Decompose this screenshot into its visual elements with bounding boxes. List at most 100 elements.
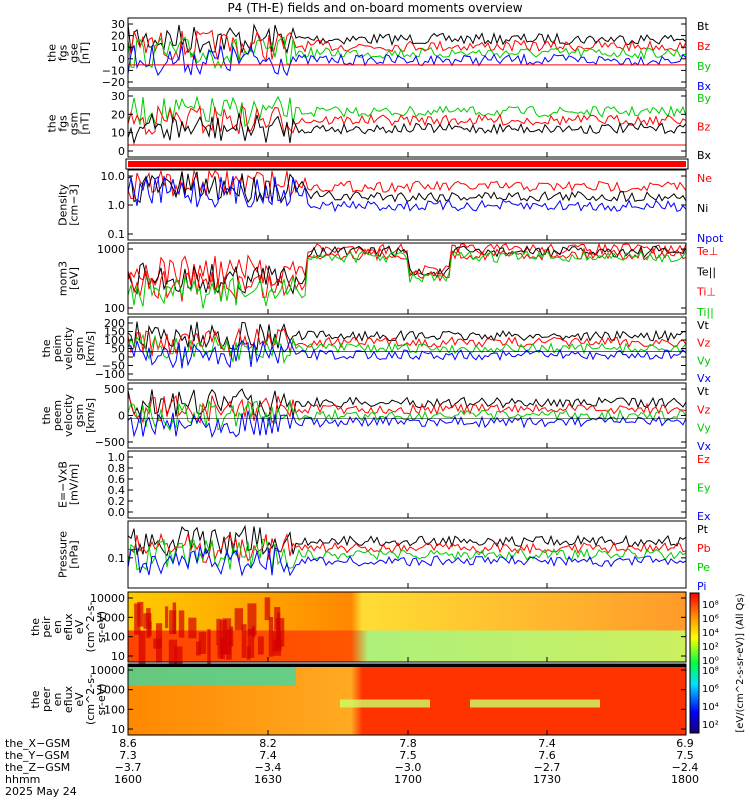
legend-entry: Vx xyxy=(697,372,712,385)
y-axis-label-line: the xyxy=(46,44,59,62)
y-tick-label: 50 xyxy=(111,343,125,356)
panel-frame xyxy=(127,450,687,519)
y-axis-label-line: velocity xyxy=(62,394,75,437)
spectrogram-cell xyxy=(195,641,201,656)
y-tick-label: 0.8 xyxy=(108,462,126,475)
footer-hhmm-label: hhmm xyxy=(5,773,41,786)
time-value: 1600 xyxy=(114,773,142,786)
spectrogram-cell xyxy=(178,610,185,638)
spectrogram-cell xyxy=(198,631,207,654)
colorbar xyxy=(689,592,700,734)
y-axis-label: Density[cm−3] xyxy=(57,184,81,226)
y-gsm-value: 7.5 xyxy=(676,749,694,762)
y-tick-label: 0.4 xyxy=(108,484,126,497)
legend-entry: Ni xyxy=(697,202,708,215)
y-tick-label: 0.0 xyxy=(108,506,126,519)
series-line-bt xyxy=(127,23,687,55)
legend-entry: Bz xyxy=(697,40,711,53)
y-axis-label-line: the xyxy=(40,406,53,424)
spectrogram-cell xyxy=(134,603,141,635)
y-gsm-value: 7.5 xyxy=(399,749,417,762)
legend-entry: Ez xyxy=(697,453,710,466)
spectrogram-cell xyxy=(147,621,152,636)
panel-frame xyxy=(127,663,687,736)
page-title: P4 (TH-E) fields and on-board moments ov… xyxy=(227,1,523,15)
y-axis-label-line: the xyxy=(29,690,42,708)
series-line-ti xyxy=(127,250,687,309)
series-line-bx xyxy=(127,112,687,145)
colorbar-tick-label: 10⁸ xyxy=(702,666,719,677)
series-line-by xyxy=(127,36,687,70)
y-axis-label-line: [eV] xyxy=(68,267,81,290)
y-tick-label: 10 xyxy=(111,723,125,736)
legend-entry: Vx xyxy=(697,440,712,453)
legend-entry: Bx xyxy=(697,80,712,93)
z-gsm-value: −3.0 xyxy=(394,761,422,774)
series-line-vy xyxy=(127,333,687,365)
series-line-pi xyxy=(127,546,687,577)
y-axis-label-line: gsm xyxy=(68,112,81,135)
spectrogram-upper-band xyxy=(128,592,686,631)
series-line-pt xyxy=(127,524,687,557)
colorbar-tick-label: 10⁴ xyxy=(702,702,719,713)
footer-z-gsm-label: the_Z−GSM xyxy=(5,761,71,774)
y-tick-label: 10 xyxy=(111,127,125,140)
panel-efield: 1.00.80.60.40.20.0 E=−VxB[mV/m] Ez Ey Ex xyxy=(57,450,711,523)
y-axis-label-line: eV xyxy=(73,692,86,707)
colorbar-tick-label: 10⁸ xyxy=(702,600,719,611)
series-line-ne xyxy=(127,169,687,200)
y-tick-label: 20 xyxy=(111,108,125,121)
y-tick-label: 10000 xyxy=(90,664,125,677)
y-axis-label-line: gsm xyxy=(73,337,86,360)
x-gsm-value: 8.6 xyxy=(119,737,137,750)
series-line-te xyxy=(127,242,687,287)
legend-entry: Vz xyxy=(697,403,711,416)
x-gsm-value: 6.9 xyxy=(676,737,694,750)
y-tick-label: 500 xyxy=(104,383,125,396)
legend-entry: Ey xyxy=(697,482,711,495)
series-line-vz xyxy=(127,327,687,358)
spectrogram-cell xyxy=(216,618,222,646)
y-tick-label: −500 xyxy=(95,436,125,449)
footer-row-labels: the_X−GSM the_Y−GSM the_Z−GSM hhmm 2025 … xyxy=(5,738,77,798)
y-tick-label: 0.6 xyxy=(108,473,126,486)
time-value: 1730 xyxy=(533,773,561,786)
y-tick-label: 10 xyxy=(111,650,125,663)
y-axis-label-line: [km/s] xyxy=(84,398,97,433)
y-tick-label: 0 xyxy=(118,53,125,66)
spectrogram-cell xyxy=(169,610,177,635)
colorbar-tick-label: 10² xyxy=(702,720,719,731)
legend-entry: Bx xyxy=(697,149,712,162)
panel-peer_spec: 10000100010010thepeerenefluxeV(cm^2-s-sr… xyxy=(29,663,687,736)
series-line-vz xyxy=(127,394,687,424)
y-axis-label-line: Density xyxy=(57,184,70,226)
y-axis-label-line: E=−VxB xyxy=(57,461,70,508)
y-axis-label-line: eflux xyxy=(62,613,75,641)
y-axis-label: thepeimvelocitygsm[km/s] xyxy=(40,327,97,370)
legend-entry: Vz xyxy=(697,337,711,350)
x-gsm-value: 8.2 xyxy=(259,737,277,750)
time-value: 1630 xyxy=(254,773,282,786)
time-value: 1700 xyxy=(394,773,422,786)
spectrogram-cell xyxy=(234,608,244,631)
spectrogram-cell xyxy=(340,699,430,708)
legend-entry: Npot xyxy=(697,232,724,245)
legend-entry: Te⊥ xyxy=(696,245,718,258)
spectrogram-cell xyxy=(257,636,264,655)
spectrogram-cell xyxy=(277,612,281,641)
y-axis-label-line: (cm^2-s- xyxy=(84,674,97,725)
y-tick-label: 200 xyxy=(104,317,125,330)
y-tick-label: 20 xyxy=(111,30,125,43)
panel-frame xyxy=(127,242,687,315)
y-axis-label-line: peim xyxy=(51,335,64,363)
spectrogram-cell xyxy=(217,644,223,659)
spectrogram-cell xyxy=(247,628,255,658)
y-axis-label-line: gsm xyxy=(73,404,86,427)
y-axis-label-line: [cm−3] xyxy=(68,184,81,226)
y-tick-label: 0 xyxy=(118,410,125,423)
series-line-pb xyxy=(127,532,687,563)
legend-entry: Ti|| xyxy=(696,306,714,319)
spectrogram-cell xyxy=(275,639,282,651)
